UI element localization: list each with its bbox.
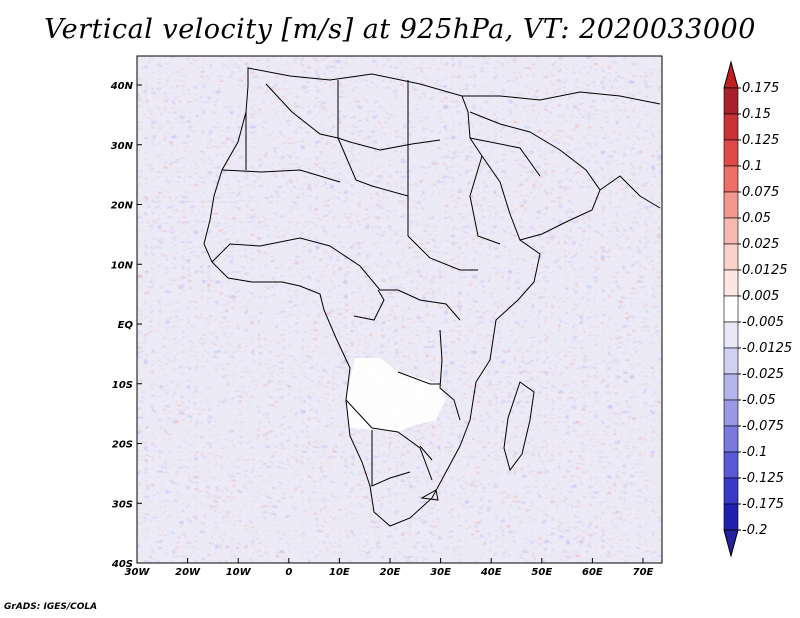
colorbar-label: 0.1 [742, 159, 763, 174]
lat-tick-label: 10N [111, 260, 134, 271]
colorbar-segment [723, 295, 739, 323]
colorbar-segment [723, 425, 739, 453]
colorbar-label: 0.05 [742, 211, 771, 226]
colorbar-segment [723, 139, 739, 167]
colorbar-label: -0.1 [742, 445, 767, 460]
lon-tick-label: 20E [380, 567, 401, 578]
lon-tick-label: 30W [125, 567, 151, 578]
colorbar-label: 0.15 [742, 107, 771, 122]
lon-tick-label: 40E [480, 567, 502, 578]
colorbar-segment [723, 217, 739, 245]
lat-tick-label: 30S [112, 499, 133, 510]
lon-tick-label: 50E [531, 567, 552, 578]
credit-label: GrADS: IGES/COLA [4, 602, 98, 612]
colorbar-segment [723, 451, 739, 479]
colorbar-label: 0.175 [742, 81, 779, 96]
colorbar-segment [723, 347, 739, 375]
colorbar-label: -0.025 [742, 367, 784, 382]
lat-tick-label: 40N [110, 81, 134, 92]
colorbar-segment [723, 503, 739, 531]
velocity-field [137, 56, 662, 563]
colorbar-segment [723, 399, 739, 427]
colorbar: 0.175 0.15 0.125 0.1 0.075 0.05 0.025 0.0125 0.0… [723, 60, 792, 558]
colorbar-label: 0.025 [742, 237, 779, 252]
colorbar-label: -0.075 [742, 419, 784, 434]
colorbar-label: 0.0125 [742, 263, 788, 278]
lon-tick-label: 10W [226, 567, 252, 578]
colorbar-bottom-arrow [723, 529, 739, 558]
lon-tick-label: 60E [582, 567, 603, 578]
lon-tick-label: 0 [285, 567, 292, 578]
map-title: Vertical velocity [m/s] at 925hPa, VT: 2… [44, 14, 756, 45]
colorbar-top-arrow [723, 60, 739, 89]
lat-tick-label: 20S [112, 440, 133, 451]
lat-tick-label: 40S [111, 559, 133, 570]
lon-tick-label: 30E [430, 567, 451, 578]
colorbar-label: -0.005 [742, 315, 784, 330]
colorbar-segment [723, 373, 739, 401]
colorbar-segment [723, 165, 739, 193]
colorbar-segment [723, 113, 739, 141]
colorbar-label: -0.05 [742, 393, 776, 408]
colorbar-segment [723, 191, 739, 219]
lat-tick-label: 30N [111, 141, 134, 152]
lat-tick-label: EQ [118, 320, 134, 331]
plot-frame [136, 55, 663, 564]
colorbar-label: -0.125 [742, 471, 784, 486]
colorbar-label: -0.0125 [742, 341, 792, 356]
colorbar-segment [723, 321, 739, 349]
longitude-ticks: 30W 20W 10W 0 10E 20E 30E 40E 50E 60E 70E [125, 558, 654, 578]
lat-tick-label: 10S [112, 380, 133, 391]
colorbar-segment [723, 477, 739, 505]
coastlines [203, 67, 661, 527]
lat-tick-label: 20N [111, 201, 134, 212]
colorbar-label: 0.125 [742, 133, 779, 148]
lon-tick-label: 20W [175, 567, 201, 578]
colorbar-segment [723, 87, 739, 115]
colorbar-label: -0.175 [742, 497, 784, 512]
colorbar-segment [723, 243, 739, 271]
colorbar-segment [723, 269, 739, 297]
colorbar-label: -0.2 [742, 523, 767, 538]
latitude-ticks: 40N 30N 20N 10N EQ 10S 20S 30S 40S [110, 81, 142, 570]
lon-tick-label: 10E [329, 567, 350, 578]
colorbar-label: 0.075 [742, 185, 779, 200]
lon-tick-label: 70E [633, 567, 654, 578]
colorbar-label: 0.005 [742, 289, 779, 304]
